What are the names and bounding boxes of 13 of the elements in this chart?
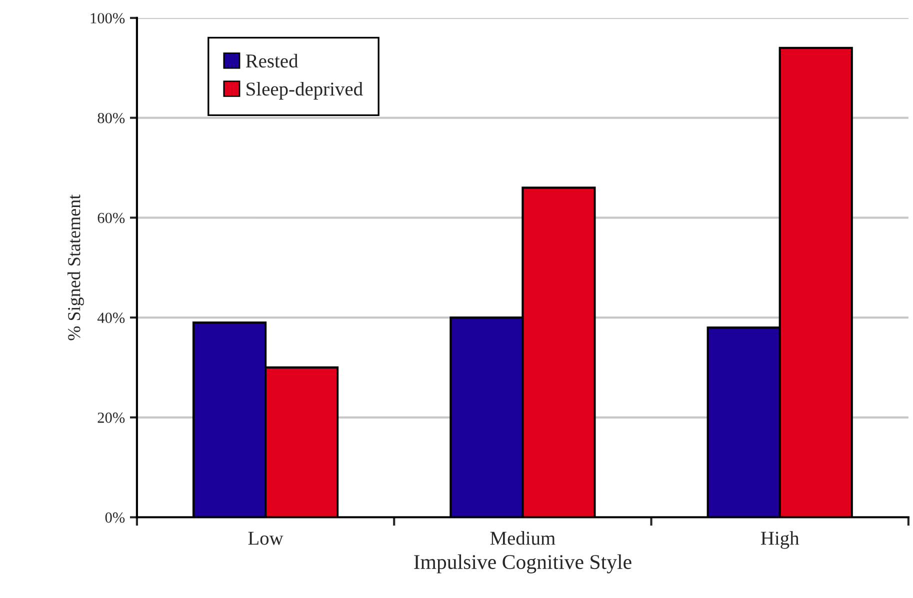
x-tick-label: High [760, 531, 800, 549]
y-tick-label: 0% [105, 512, 125, 523]
legend-label: Sleep-deprived [246, 82, 363, 100]
y-tick-label: 40% [97, 312, 125, 324]
x-tick-label: Low [248, 532, 284, 545]
y-tick-label: 60% [98, 212, 125, 224]
y-tick-label: 80% [98, 112, 125, 124]
x-axis-title: Impulsive Cognitive Style [414, 554, 632, 574]
y-axis-title: % Signed Statement [68, 194, 84, 340]
y-tick-label: 20% [98, 412, 125, 423]
legend-label: Rested [246, 54, 298, 68]
x-tick-label: Medium [490, 531, 556, 545]
y-tick-label: 100% [90, 13, 125, 24]
